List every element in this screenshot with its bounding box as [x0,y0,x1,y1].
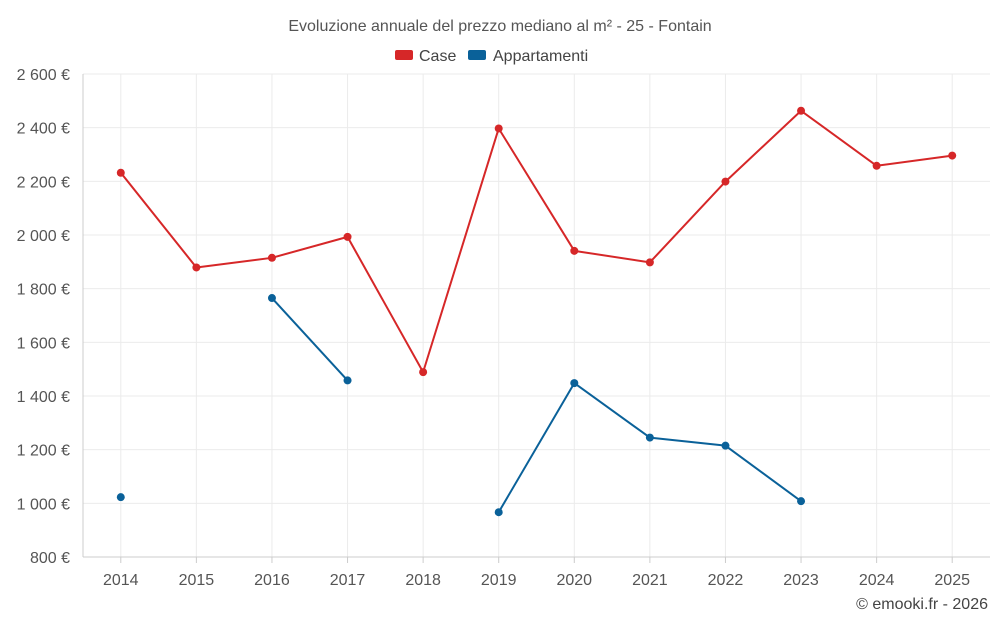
y-tick-label: 2 200 € [17,174,70,191]
legend-label-case: Case [419,48,456,65]
x-tick-label: 2015 [179,572,215,589]
y-tick-label: 2 600 € [17,67,70,84]
x-tick-label: 2022 [708,572,744,589]
data-point-case-2015[interactable] [192,263,201,272]
data-point-case-2017[interactable] [343,232,352,241]
x-tick-label: 2016 [254,572,290,589]
y-axis: 800 € 1 000 € 1 200 € 1 400 € 1 600 € 1 800 €… [17,67,84,567]
data-point-case-2020[interactable] [570,246,579,255]
legend-label-appartamenti: Appartamenti [493,48,588,65]
y-tick-label: 1 200 € [17,443,70,460]
data-point-case-2023[interactable] [797,106,806,115]
y-tick-label: 1 800 € [17,282,70,299]
legend-entry-appartamenti[interactable]: Appartamenti [468,48,588,65]
x-axis: 2014 2015 2016 2017 2018 2019 2020 2021 2022 2023… [83,556,990,589]
data-point-case-2014[interactable] [116,168,125,177]
data-point-case-2024[interactable] [872,161,881,170]
x-tick-label: 2019 [481,572,517,589]
legend-swatch-appartamenti [468,50,486,60]
grid [83,73,990,558]
data-point-case-2022[interactable] [721,177,730,186]
legend: Case Appartamenti [395,48,588,65]
data-point-appartamenti-2017[interactable] [343,376,352,385]
series-case [116,106,957,377]
data-point-appartamenti-2023[interactable] [797,497,806,506]
series-layer [116,106,957,517]
chart-title: Evoluzione annuale del prezzo mediano al… [288,18,711,35]
data-point-appartamenti-2016[interactable] [267,294,276,303]
data-point-appartamenti-2021[interactable] [645,433,654,442]
data-point-case-2025[interactable] [948,151,957,160]
data-point-appartamenti-2022[interactable] [721,441,730,450]
x-tick-label: 2018 [405,572,441,589]
data-point-appartamenti-2020[interactable] [570,379,579,388]
y-tick-label: 800 € [30,550,70,567]
y-tick-label: 1 400 € [17,389,70,406]
y-tick-label: 2 400 € [17,121,70,138]
credit-text: © emooki.fr - 2026 [856,596,988,613]
legend-entry-case[interactable]: Case [395,48,456,65]
x-tick-label: 2025 [934,572,970,589]
series-line-appartamenti [271,297,349,382]
y-tick-label: 1 000 € [17,496,70,513]
x-tick-label: 2024 [859,572,895,589]
data-point-appartamenti-2014[interactable] [116,493,125,502]
legend-swatch-case [395,50,413,60]
data-point-case-2021[interactable] [645,258,654,267]
data-point-case-2016[interactable] [267,253,276,262]
x-tick-label: 2017 [330,572,366,589]
series-line-case [120,109,953,374]
data-point-appartamenti-2019[interactable] [494,508,503,517]
data-point-case-2019[interactable] [494,124,503,133]
x-tick-label: 2021 [632,572,668,589]
data-point-case-2018[interactable] [419,368,428,377]
x-tick-label: 2014 [103,572,139,589]
x-tick-label: 2023 [783,572,819,589]
y-tick-label: 1 600 € [17,335,70,352]
x-tick-label: 2020 [556,572,592,589]
y-tick-label: 2 000 € [17,228,70,245]
series-appartamenti [116,294,806,517]
